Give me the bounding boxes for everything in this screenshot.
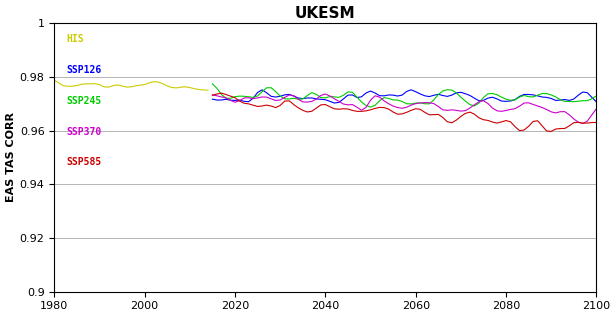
Text: HIS: HIS [67, 34, 84, 44]
Text: SSP585: SSP585 [67, 158, 102, 167]
Text: SSP245: SSP245 [67, 96, 102, 106]
Y-axis label: EAS TAS CORR: EAS TAS CORR [6, 113, 15, 203]
Text: SSP126: SSP126 [67, 65, 102, 75]
Text: SSP370: SSP370 [67, 126, 102, 137]
Title: UKESM: UKESM [295, 6, 355, 21]
